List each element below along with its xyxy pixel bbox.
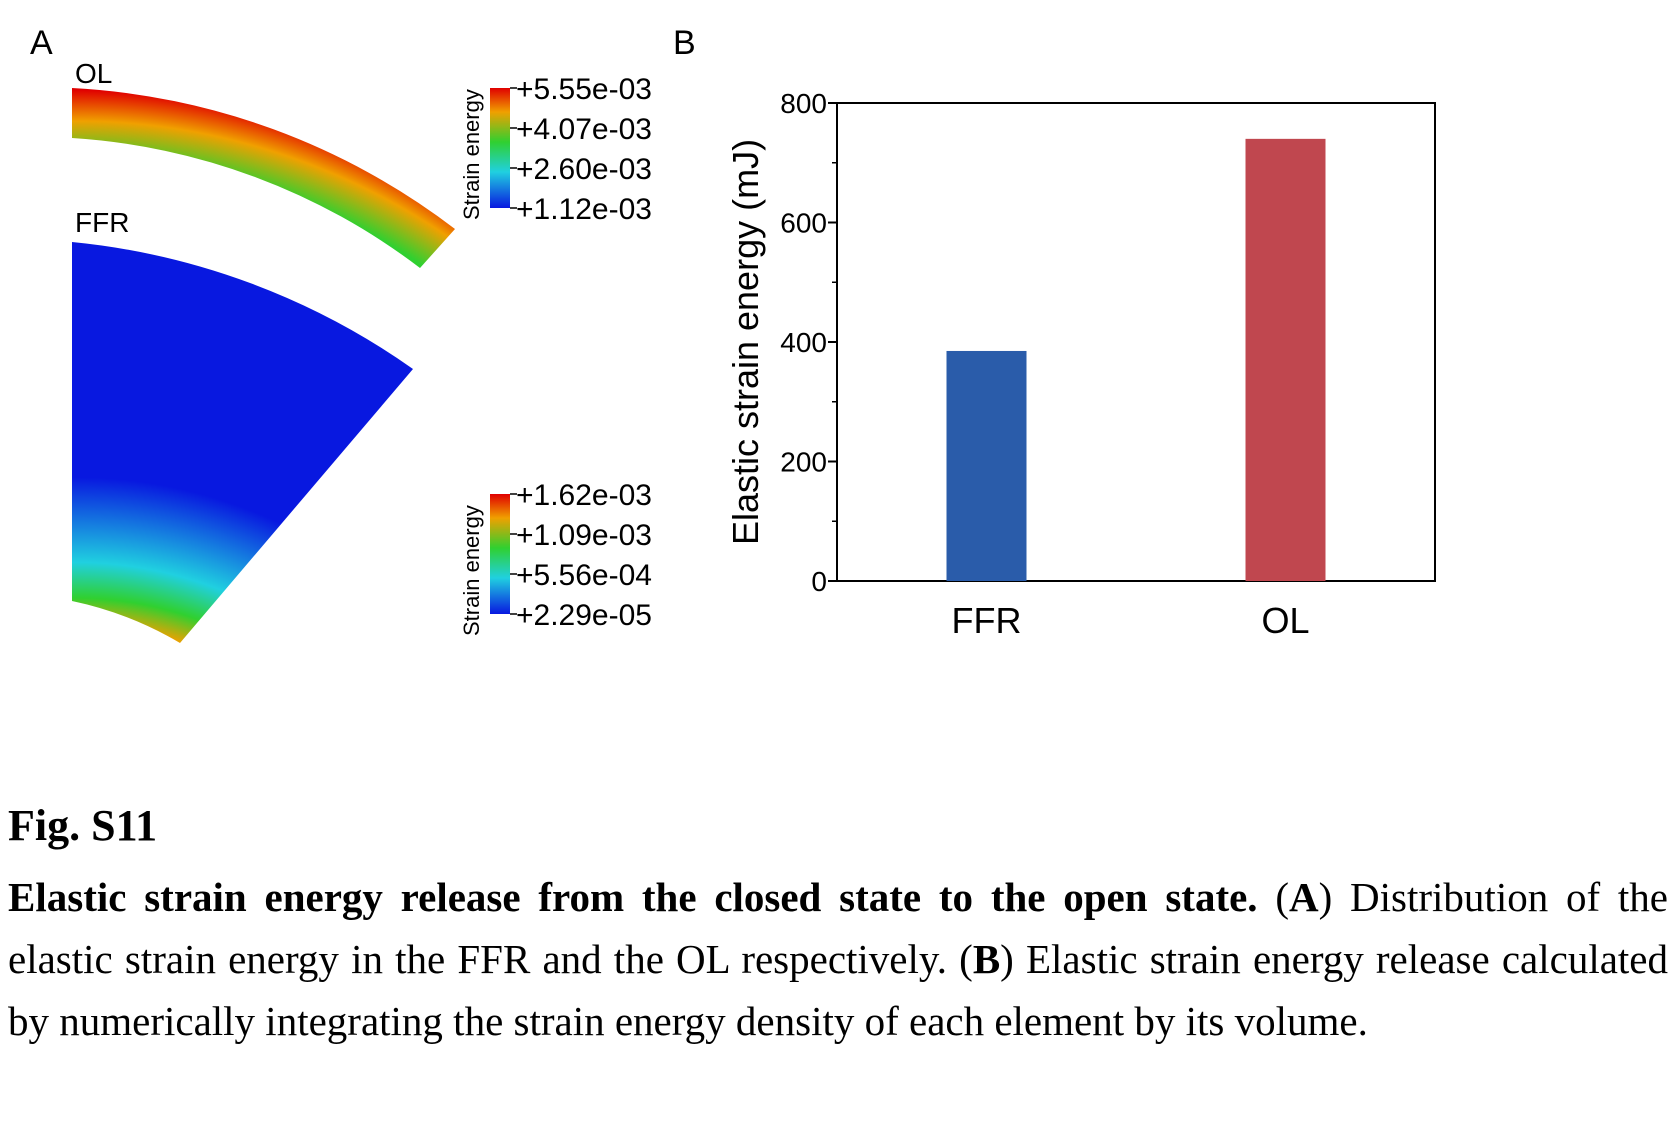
bar-ffr <box>946 350 1027 581</box>
plot-frame <box>836 102 1436 582</box>
ffr-strain-map <box>72 242 413 643</box>
x-tick-label: OL <box>1261 600 1309 641</box>
colorbar-ffr-tick: +2.29e-05 <box>516 599 652 632</box>
y-tick-label: 600 <box>780 208 827 239</box>
colorbar-ffr-title: Strain energy <box>459 505 484 636</box>
figure-s11: A OL FFR Strain energy +5.55e-03 +4.07e-… <box>30 24 1436 643</box>
y-tick-label: 400 <box>780 327 827 358</box>
colorbar-ol-tick: +5.55e-03 <box>516 73 652 106</box>
caption-part-a-label: A <box>1288 874 1319 920</box>
colorbar-ffr-scale <box>490 494 510 614</box>
caption-title: Elastic strain energy release from the c… <box>8 874 1258 920</box>
ffr-label: FFR <box>75 207 129 238</box>
y-tick-label: 0 <box>811 566 827 597</box>
ol-strain-map <box>72 88 455 268</box>
colorbar-ffr: Strain energy +1.62e-03 +1.09e-03 +5.56e… <box>459 479 652 636</box>
y-tick-label: 200 <box>780 447 827 478</box>
y-tick-label: 800 <box>780 88 827 119</box>
y-axis-label: Elastic strain energy (mJ) <box>725 139 766 545</box>
figure-caption: Fig. S11 Elastic strain energy release f… <box>8 800 1668 1052</box>
x-tick-label: FFR <box>952 600 1022 641</box>
panel-a-label: A <box>30 24 53 62</box>
colorbar-ol-tick: +1.12e-03 <box>516 193 652 226</box>
colorbar-ffr-tick: +1.62e-03 <box>516 479 652 512</box>
colorbar-ol: Strain energy +5.55e-03 +4.07e-03 +2.60e… <box>459 73 652 226</box>
panel-b-label: B <box>673 24 696 62</box>
colorbar-ol-tick: +2.60e-03 <box>516 153 652 186</box>
colorbar-ol-scale <box>490 88 510 208</box>
colorbar-ffr-tick: +1.09e-03 <box>516 519 652 552</box>
colorbar-ol-tick: +4.07e-03 <box>516 113 652 146</box>
bar-ol <box>1245 138 1326 581</box>
caption-part-b-text: Elastic strain energy release calculated… <box>8 936 1669 1044</box>
caption-part-b-label: B <box>972 936 1001 982</box>
figure-number: Fig. S11 <box>8 801 158 850</box>
caption-body: Elastic strain energy release from the c… <box>8 874 1669 1044</box>
bar-chart: 0 200 400 600 800 FFR OL <box>780 88 1436 641</box>
caption-part-a-text: Distribution of the elastic strain energ… <box>8 874 1669 982</box>
ol-label: OL <box>75 58 112 89</box>
colorbar-ffr-tick: +5.56e-04 <box>516 559 652 592</box>
colorbar-ol-title: Strain energy <box>459 89 484 220</box>
